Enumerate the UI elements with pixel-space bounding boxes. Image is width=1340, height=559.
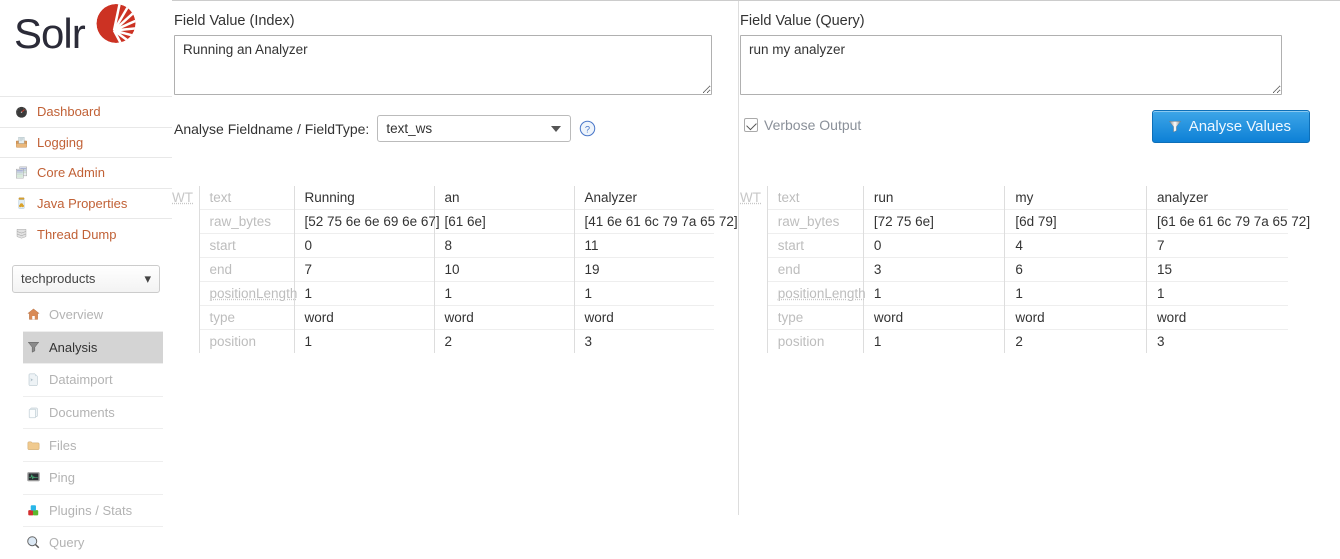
svg-text:?: ? [585, 124, 590, 134]
